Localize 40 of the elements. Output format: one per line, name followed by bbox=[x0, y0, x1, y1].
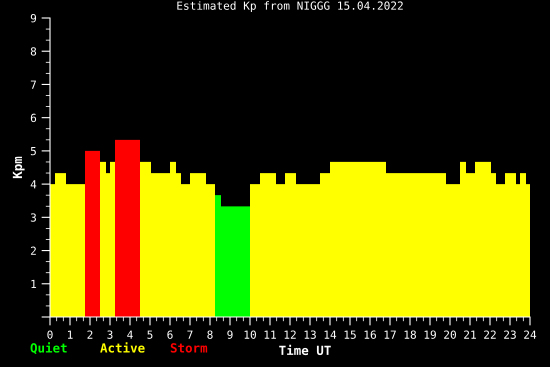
y-tick-label: 6 bbox=[30, 114, 36, 122]
text: Quiet bbox=[30, 342, 67, 354]
x-tick-label: 8 bbox=[207, 330, 213, 339]
y-axis-title: Kpm bbox=[12, 156, 25, 178]
y-tick-label: 3 bbox=[30, 213, 36, 222]
chart-title: Estimated Kp from NIGGG 15.04.2022 bbox=[177, 1, 403, 12]
x-tick-label: 24 bbox=[524, 330, 536, 339]
x-tick-label: 9 bbox=[227, 330, 233, 339]
x-tick-label: 17 bbox=[384, 330, 396, 339]
x-tick-label: 15 bbox=[344, 330, 356, 339]
x-tick-label: 19 bbox=[424, 330, 436, 339]
x-tick-label: 7 bbox=[187, 330, 193, 339]
x-axis-title: Time UT bbox=[279, 344, 331, 356]
y-tick-label: 8 bbox=[30, 47, 36, 56]
x-tick-label: 13 bbox=[304, 330, 316, 339]
x-tick-label: 18 bbox=[404, 330, 416, 339]
x-tick-label: 22 bbox=[484, 330, 496, 339]
y-tick-label: 5 bbox=[30, 147, 36, 156]
x-tick-label: 4 bbox=[127, 330, 133, 339]
x-tick-label: 1 bbox=[68, 330, 73, 339]
y-tick-label: 2 bbox=[30, 246, 36, 255]
y-tick-label: 1 bbox=[31, 280, 36, 288]
y-tick-label: 7 bbox=[30, 80, 36, 89]
x-tick-label: 3 bbox=[107, 330, 113, 339]
x-tick-label: 21 bbox=[464, 330, 476, 339]
text: Storm bbox=[170, 343, 208, 353]
x-tick-label: 16 bbox=[364, 330, 376, 339]
x-tick-label: 6 bbox=[167, 330, 173, 339]
x-tick-label: 14 bbox=[324, 330, 336, 339]
text: Active bbox=[100, 342, 145, 353]
y-tick-label: 4 bbox=[30, 180, 36, 188]
x-tick-label: 5 bbox=[147, 330, 152, 339]
x-tick-label: 12 bbox=[284, 330, 296, 339]
x-tick-label: 20 bbox=[444, 330, 456, 339]
x-tick-label: 2 bbox=[87, 330, 92, 339]
x-tick-label: 10 bbox=[244, 330, 256, 339]
y-tick-label: 9 bbox=[30, 14, 36, 22]
x-tick-label: 0 bbox=[47, 330, 53, 339]
x-tick-label: 23 bbox=[504, 330, 516, 339]
x-tick-label: 11 bbox=[264, 330, 276, 339]
